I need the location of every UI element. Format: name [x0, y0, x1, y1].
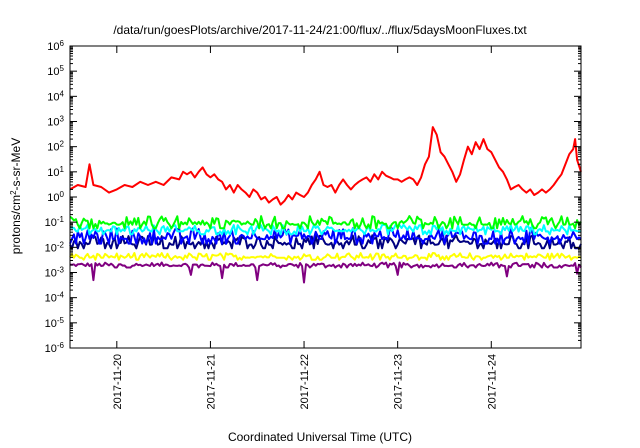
y-tick-base: 10 [45, 343, 57, 355]
y-axis-title-pre: protons/cm [9, 195, 23, 254]
y-tick-label: 10-5 [45, 315, 65, 330]
series-line-6 [69, 261, 582, 284]
y-tick-label: 10-6 [45, 341, 65, 356]
y-tick-label: 101 [47, 164, 64, 179]
y-tick-label: 10-3 [45, 265, 65, 280]
y-axis-title: protons/cm2-s-sr-MeV [9, 138, 24, 254]
y-axis: 10-610-510-410-310-210-11001011021031041… [45, 39, 581, 356]
y-tick-base: 10 [47, 167, 59, 179]
x-tick-label: 2017-11-22 [299, 354, 311, 409]
y-tick-label: 106 [47, 39, 64, 54]
y-tick-label: 103 [47, 114, 64, 129]
y-tick-exponent: -1 [57, 215, 65, 224]
y-tick-base: 10 [45, 268, 57, 280]
y-tick-exponent: -2 [57, 240, 65, 249]
y-tick-base: 10 [45, 242, 57, 254]
y-tick-base: 10 [45, 318, 57, 330]
x-axis-title: Coordinated Universal Time (UTC) [228, 430, 412, 444]
chart-title: /data/run/goesPlots/archive/2017-11-24/2… [113, 23, 527, 37]
y-tick-base: 10 [47, 142, 59, 154]
x-axis: 2017-11-20 2017-11-21 2017-11-22 2017-11-23… [112, 46, 498, 409]
series-line-5 [69, 252, 582, 261]
y-tick-exponent: 5 [60, 64, 65, 73]
y-axis-title-sup: 2 [9, 190, 18, 195]
y-tick-exponent: 3 [60, 114, 65, 123]
y-tick-base: 10 [47, 66, 59, 78]
y-tick-base: 10 [47, 192, 59, 204]
y-tick-label: 102 [47, 139, 64, 154]
y-tick-exponent: -5 [57, 315, 65, 324]
y-tick-label: 105 [47, 64, 64, 79]
y-tick-label: 10-4 [45, 290, 65, 305]
y-tick-exponent: -3 [57, 265, 65, 274]
y-tick-base: 10 [45, 217, 57, 229]
y-tick-exponent: -4 [57, 290, 65, 299]
y-tick-exponent: 0 [60, 190, 65, 199]
y-tick-base: 10 [47, 91, 59, 103]
series-line-3 [69, 227, 582, 245]
y-tick-exponent: 1 [60, 164, 65, 173]
y-axis-title-post: -s-sr-MeV [9, 138, 23, 191]
y-tick-label: 100 [47, 190, 64, 205]
x-tick-label: 2017-11-23 [393, 354, 405, 409]
plot-area [69, 126, 582, 284]
y-tick-exponent: -6 [57, 341, 65, 350]
series-layer [69, 126, 582, 284]
y-tick-exponent: 4 [60, 89, 65, 98]
y-tick-base: 10 [47, 117, 59, 129]
y-tick-label: 10-1 [45, 215, 65, 230]
y-tick-label: 104 [47, 89, 64, 104]
y-tick-base: 10 [45, 293, 57, 305]
series-line-0 [69, 126, 582, 206]
y-tick-exponent: 6 [60, 39, 65, 48]
x-tick-label: 2017-11-20 [112, 354, 124, 409]
y-tick-base: 10 [47, 41, 59, 53]
series-line-1 [69, 215, 582, 230]
y-tick-label: 10-2 [45, 240, 65, 255]
plot-frame [69, 45, 582, 349]
x-tick-label: 2017-11-21 [205, 354, 217, 409]
x-tick-label: 2017-11-24 [486, 354, 498, 409]
y-tick-exponent: 2 [60, 139, 65, 148]
